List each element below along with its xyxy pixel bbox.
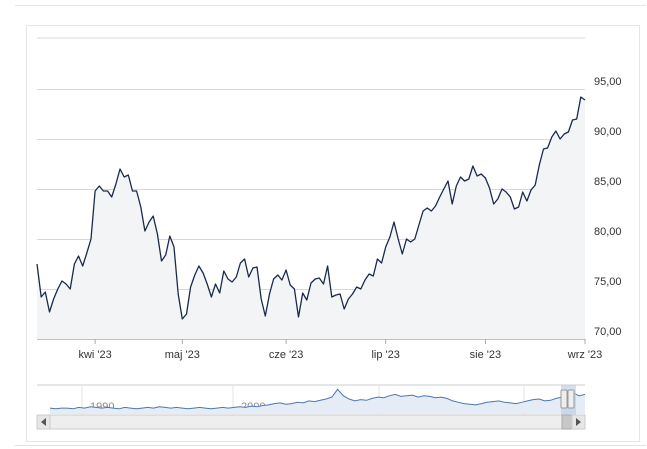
navigator-line: [49, 388, 586, 410]
price-area: [37, 97, 585, 339]
arrow-right-icon: [576, 418, 581, 426]
y-axis-ticks: 70,00 75,00 80,00 85,00 90,00 95,00: [594, 76, 622, 338]
x-tick-label: lip '23: [371, 349, 399, 361]
navigator-handle-right[interactable]: [567, 389, 575, 409]
area-fill: [37, 97, 585, 339]
navigator[interactable]: 1990200020102020: [37, 384, 586, 415]
x-tick-label: sie '23: [470, 349, 501, 361]
scrollbar-track[interactable]: [36, 414, 586, 430]
outer-frame: [15, 5, 646, 446]
navigator-handle-left[interactable]: [560, 389, 568, 409]
y-tick-label: 90,00: [594, 126, 622, 138]
x-tick-label: wrz '23: [567, 349, 603, 361]
price-line: [36, 96, 586, 320]
y-tick-label: 85,00: [594, 176, 622, 188]
x-tick-label: kwi '23: [78, 349, 111, 361]
x-axis-ticks: kwi '23 maj '23 cze '23 lip '23 sie '23 wrz '…: [78, 339, 602, 361]
x-tick-label: cze '23: [269, 349, 304, 361]
navigator-area: [50, 389, 585, 414]
navigator-series: [49, 388, 586, 414]
price-line-group: [36, 96, 586, 320]
y-tick-label: 80,00: [594, 226, 622, 238]
arrow-left-icon: [41, 418, 46, 426]
y-tick-label: 95,00: [594, 76, 622, 88]
scrollbar-thumb[interactable]: [561, 414, 573, 430]
y-tick-label: 75,00: [594, 276, 622, 288]
y-tick-label: 70,00: [594, 326, 622, 338]
scrollbar[interactable]: [36, 414, 586, 430]
x-tick-label: maj '23: [165, 349, 200, 361]
